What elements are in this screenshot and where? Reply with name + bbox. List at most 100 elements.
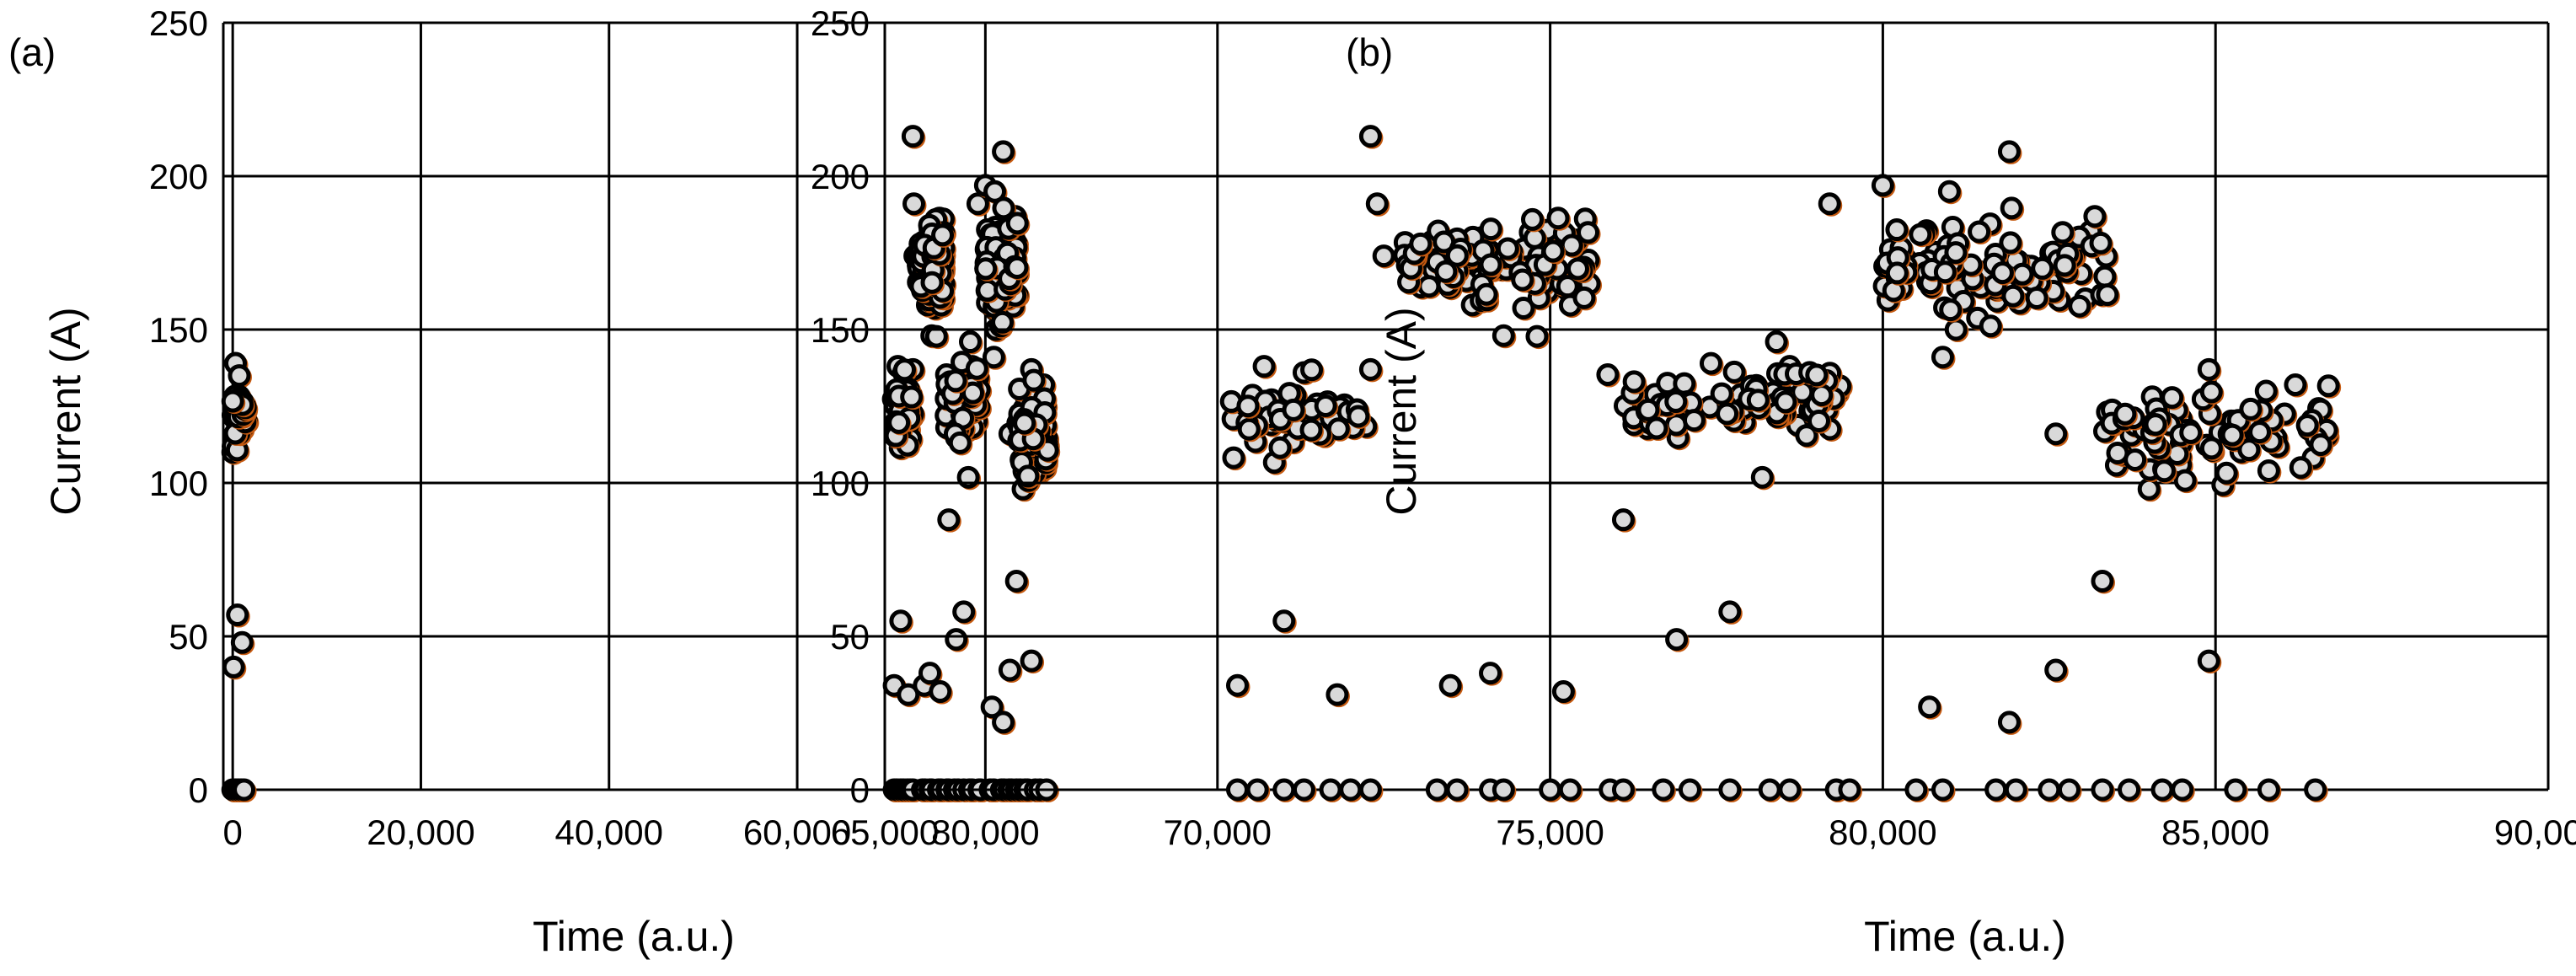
data-point xyxy=(1716,402,1740,426)
plot-grid-b xyxy=(883,21,2550,791)
data-point xyxy=(992,711,1016,735)
y-axis-ticks-a: 0 50 100 150 200 250 xyxy=(149,3,208,810)
data-point xyxy=(1885,261,1910,286)
data-point xyxy=(1409,232,1433,257)
data-point xyxy=(937,508,961,533)
data-point xyxy=(1665,628,1690,652)
data-point xyxy=(2096,283,2120,308)
data-point xyxy=(1358,125,1384,149)
data-point xyxy=(1931,346,1956,370)
data-point xyxy=(1225,673,1251,699)
x-axis-ticks-b: 65,000 70,000 75,000 80,000 85,000 90,000 xyxy=(831,812,2576,852)
data-point xyxy=(1272,778,1297,802)
data-point xyxy=(918,662,943,686)
data-point xyxy=(2044,422,2069,447)
data-point xyxy=(2171,778,2195,802)
data-point xyxy=(2123,448,2148,473)
data-point xyxy=(2004,778,2029,802)
data-point xyxy=(2304,778,2328,802)
y-tick-label: 0 xyxy=(850,770,870,810)
x-tick-label: 40,000 xyxy=(555,812,663,852)
data-point xyxy=(1611,778,1636,802)
data-point xyxy=(1871,174,1896,198)
data-point xyxy=(2053,254,2078,278)
data-point xyxy=(1758,778,1783,802)
data-point xyxy=(1479,217,1504,242)
data-point xyxy=(1525,324,1550,350)
data-point xyxy=(226,603,250,628)
data-point xyxy=(1818,192,1843,217)
data-point xyxy=(2025,287,2050,311)
data-point xyxy=(1004,569,1030,594)
data-point xyxy=(1722,360,1748,385)
y-tick-label: 150 xyxy=(149,310,208,350)
data-point xyxy=(998,658,1023,684)
data-point xyxy=(2083,205,2107,229)
data-point xyxy=(1718,778,1743,802)
data-point xyxy=(1521,207,1545,233)
data-point xyxy=(1718,600,1743,625)
data-point xyxy=(1479,253,1503,278)
data-point xyxy=(1492,324,1517,349)
data-point xyxy=(2197,649,2222,674)
data-point xyxy=(2000,196,2025,221)
data-point xyxy=(2173,469,2198,494)
data-point xyxy=(1622,370,1647,394)
data-point xyxy=(1805,363,1829,388)
panel-label-b: (b) xyxy=(1346,30,1393,74)
y-tick-label: 100 xyxy=(149,464,208,503)
data-point xyxy=(2144,413,2169,437)
y-tick-label: 50 xyxy=(830,617,870,657)
data-point xyxy=(1325,683,1350,708)
data-point xyxy=(944,369,969,394)
data-point xyxy=(1997,140,2022,164)
data-point xyxy=(2044,658,2069,684)
data-point xyxy=(1511,268,1535,292)
data-point xyxy=(1299,418,1324,443)
data-point xyxy=(2179,421,2204,446)
data-point xyxy=(1016,464,1041,489)
data-point xyxy=(1933,260,1958,285)
scatter-points-a xyxy=(221,125,1061,802)
data-point xyxy=(230,630,255,656)
data-point xyxy=(1885,218,1909,243)
data-point xyxy=(992,196,1016,221)
data-point xyxy=(1652,778,1676,802)
data-point xyxy=(2257,778,2282,802)
data-point xyxy=(2057,778,2082,802)
y-tick-label: 200 xyxy=(811,157,870,196)
data-point xyxy=(2284,373,2308,398)
data-point xyxy=(1931,778,1956,802)
data-point xyxy=(958,330,983,355)
data-point xyxy=(956,465,982,491)
chart-panel-b: (b) 65,000 70,000 75,000 80,000 85,000 90,00 0… xyxy=(811,3,2576,960)
data-point xyxy=(1558,778,1583,802)
data-point xyxy=(1645,416,1669,442)
data-point xyxy=(1909,223,1933,248)
data-point xyxy=(889,609,913,634)
x-tick-label: 65,000 xyxy=(831,812,939,852)
data-point xyxy=(961,381,986,406)
data-point xyxy=(2237,438,2262,463)
data-point xyxy=(2150,778,2176,802)
data-point xyxy=(1245,778,1271,802)
data-point xyxy=(2051,221,2075,245)
data-point xyxy=(1636,398,1661,423)
data-point xyxy=(1219,389,1245,415)
data-point xyxy=(1778,778,1802,802)
data-point xyxy=(1968,220,1992,245)
y-tick-label: 250 xyxy=(811,3,870,43)
data-point xyxy=(2001,284,2026,309)
data-point xyxy=(2031,256,2055,282)
data-point xyxy=(1475,282,1500,308)
data-point xyxy=(982,346,1007,370)
data-point xyxy=(952,600,977,625)
x-tick-label: 75,000 xyxy=(1496,812,1604,852)
data-point xyxy=(2091,569,2115,594)
data-point xyxy=(1005,255,1030,281)
data-point xyxy=(1551,680,1577,705)
x-tick-label: 0 xyxy=(222,812,242,852)
y-axis-ticks-b: 0 50 100 150 200 250 xyxy=(811,3,870,810)
data-point xyxy=(1479,662,1503,686)
data-point xyxy=(2197,357,2222,383)
